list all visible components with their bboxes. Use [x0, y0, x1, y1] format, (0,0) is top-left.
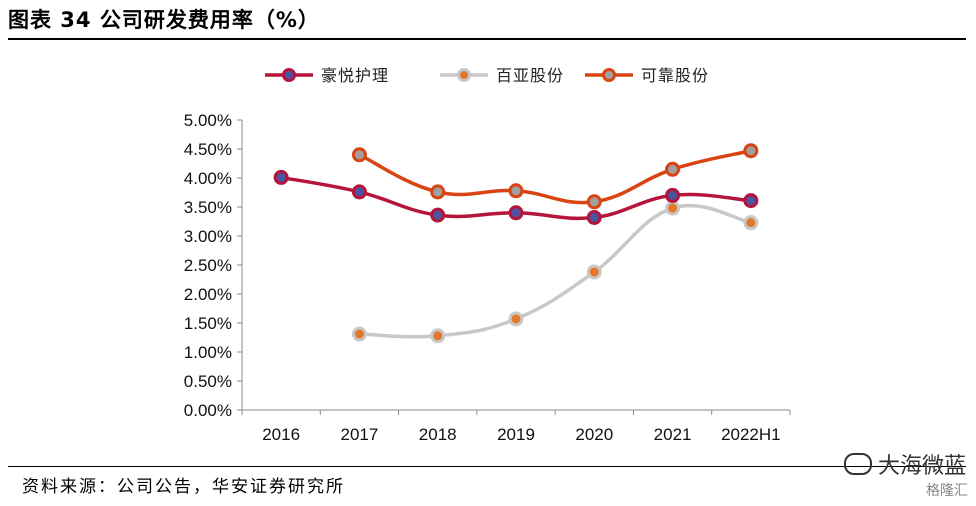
- line-chart: 豪悦护理 百亚股份 可靠股份 0.00% 0.50% 1.00% 1.50% 2.00% 2.…: [184, 66, 791, 444]
- data-point: [586, 264, 602, 280]
- watermark-text: 大海微蓝: [877, 454, 966, 479]
- x-tick-label: 2022H1: [721, 425, 781, 444]
- y-tick-label: 2.50%: [184, 256, 232, 275]
- data-point: [351, 184, 367, 200]
- watermark-secondary: 格隆汇: [926, 483, 968, 499]
- y-tick-label: 0.50%: [184, 372, 232, 391]
- data-point: [351, 147, 367, 163]
- wechat-icon: [843, 453, 872, 475]
- y-tick-label: 1.00%: [184, 343, 232, 362]
- legend-label: 豪悦护理: [321, 66, 389, 85]
- data-point: [508, 183, 524, 199]
- title-rule: [8, 38, 966, 40]
- y-tick-label: 4.50%: [184, 140, 232, 159]
- y-tick-label: 1.50%: [184, 314, 232, 333]
- y-tick-label: 5.00%: [184, 111, 232, 130]
- y-tick-label: 3.00%: [184, 227, 232, 246]
- legend-marker: [282, 68, 296, 82]
- data-point: [665, 161, 681, 177]
- source-rule: [8, 466, 966, 467]
- legend-label: 可靠股份: [641, 66, 709, 85]
- legend-marker: [602, 68, 616, 82]
- y-tick-label: 4.00%: [184, 169, 232, 188]
- data-point: [743, 143, 759, 159]
- plot-area: [273, 143, 759, 344]
- data-point: [508, 311, 524, 327]
- data-point: [743, 193, 759, 209]
- data-point: [351, 326, 367, 342]
- chart-title: 图表 34 公司研发费用率（%）: [8, 8, 320, 32]
- y-tick-label: 3.50%: [184, 198, 232, 217]
- data-point: [665, 187, 681, 203]
- data-point: [273, 169, 289, 185]
- legend-label: 百亚股份: [496, 66, 564, 85]
- data-point: [430, 207, 446, 223]
- legend: 豪悦护理 百亚股份 可靠股份: [265, 66, 709, 85]
- data-point: [586, 194, 602, 210]
- legend-marker: [457, 68, 471, 82]
- x-tick-label: 2018: [419, 425, 457, 444]
- y-axis: 0.00% 0.50% 1.00% 1.50% 2.00% 2.50% 3.00% 3.50%…: [184, 111, 243, 420]
- x-tick-label: 2017: [341, 425, 379, 444]
- data-point: [743, 215, 759, 231]
- data-point: [430, 328, 446, 344]
- series-line: [359, 203, 752, 339]
- y-tick-label: 2.00%: [184, 285, 232, 304]
- data-point: [508, 205, 524, 221]
- x-tick-label: 2016: [262, 425, 300, 444]
- x-tick-label: 2020: [575, 425, 613, 444]
- watermark: 大海微蓝: [843, 448, 966, 480]
- data-point: [665, 200, 681, 216]
- data-point: [586, 209, 602, 225]
- source-note: 资料来源：公司公告，华安证券研究所: [22, 477, 345, 497]
- x-tick-label: 2019: [497, 425, 535, 444]
- x-tick-label: 2021: [654, 425, 692, 444]
- y-tick-label: 0.00%: [184, 401, 232, 420]
- x-axis: 2016 2017 2018 2019 2020 2021 2022H1: [241, 409, 791, 444]
- data-point: [430, 184, 446, 200]
